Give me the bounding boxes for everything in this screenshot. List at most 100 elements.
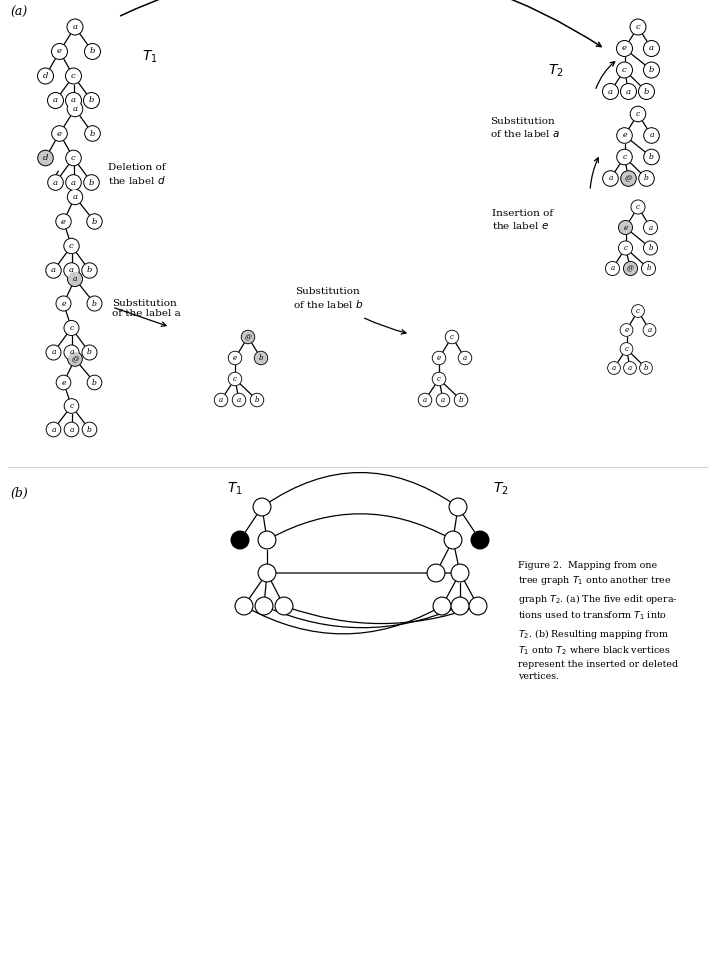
- Circle shape: [643, 324, 657, 337]
- Circle shape: [56, 296, 72, 311]
- Circle shape: [616, 40, 633, 57]
- Circle shape: [64, 346, 79, 359]
- Circle shape: [45, 263, 62, 279]
- Circle shape: [258, 565, 276, 581]
- Text: @: @: [624, 174, 632, 182]
- Text: b: b: [87, 349, 92, 357]
- Text: d: d: [43, 154, 48, 162]
- Circle shape: [624, 362, 636, 374]
- Text: b: b: [87, 266, 92, 274]
- Circle shape: [641, 261, 656, 276]
- Circle shape: [644, 128, 659, 142]
- Circle shape: [458, 351, 472, 365]
- Circle shape: [631, 19, 646, 35]
- Circle shape: [632, 201, 644, 213]
- Circle shape: [432, 373, 445, 386]
- Circle shape: [432, 351, 446, 365]
- Circle shape: [64, 345, 79, 360]
- Text: Substitution
of the label a: Substitution of the label a: [112, 299, 180, 319]
- Circle shape: [624, 262, 637, 275]
- Circle shape: [617, 149, 632, 165]
- Circle shape: [632, 305, 644, 317]
- Circle shape: [84, 125, 101, 141]
- Text: e: e: [622, 132, 626, 140]
- Circle shape: [236, 598, 252, 614]
- Text: a: a: [608, 87, 613, 96]
- Text: a: a: [69, 266, 74, 274]
- Circle shape: [445, 532, 461, 548]
- Circle shape: [228, 352, 241, 364]
- Text: a: a: [649, 224, 652, 232]
- Circle shape: [233, 393, 246, 406]
- Circle shape: [468, 597, 488, 615]
- Text: a: a: [611, 265, 614, 272]
- Circle shape: [47, 174, 64, 191]
- Circle shape: [46, 422, 62, 437]
- Circle shape: [47, 92, 64, 109]
- Text: b: b: [647, 265, 651, 272]
- Circle shape: [82, 346, 97, 359]
- Circle shape: [66, 93, 81, 108]
- Text: c: c: [624, 244, 627, 252]
- Circle shape: [87, 213, 102, 230]
- Circle shape: [82, 345, 97, 360]
- Circle shape: [251, 393, 263, 406]
- Text: Substitution
of the label $b$: Substitution of the label $b$: [293, 288, 363, 310]
- Circle shape: [51, 43, 68, 60]
- Circle shape: [232, 392, 246, 407]
- Text: b: b: [89, 178, 95, 186]
- Text: e: e: [57, 47, 62, 55]
- Circle shape: [617, 63, 632, 78]
- Circle shape: [434, 598, 450, 614]
- Text: c: c: [636, 23, 640, 31]
- Text: c: c: [233, 375, 237, 383]
- Circle shape: [66, 151, 81, 166]
- Text: b: b: [90, 130, 95, 138]
- Circle shape: [82, 422, 97, 437]
- Text: b: b: [644, 364, 648, 372]
- Circle shape: [57, 376, 70, 390]
- Circle shape: [638, 171, 655, 187]
- Text: a: a: [71, 97, 76, 105]
- Text: (a): (a): [10, 6, 27, 19]
- Circle shape: [619, 241, 632, 255]
- Circle shape: [65, 174, 82, 191]
- Circle shape: [253, 499, 271, 516]
- Text: Deletion of
the label $d$: Deletion of the label $d$: [108, 163, 166, 185]
- Text: a: a: [649, 45, 654, 52]
- Circle shape: [437, 393, 450, 406]
- Text: b: b: [89, 97, 95, 105]
- Text: c: c: [437, 375, 441, 383]
- Text: @: @: [244, 333, 251, 341]
- Circle shape: [274, 597, 294, 615]
- Text: Figure 2.  Mapping from one
tree graph $T_1$ onto another tree
graph $T_2$. (a) : Figure 2. Mapping from one tree graph $T…: [518, 561, 678, 681]
- Circle shape: [47, 264, 61, 278]
- Circle shape: [87, 214, 102, 229]
- Circle shape: [450, 564, 470, 582]
- Text: a: a: [237, 396, 241, 404]
- Circle shape: [228, 373, 241, 386]
- Text: (b): (b): [10, 487, 28, 500]
- Text: c: c: [71, 72, 76, 80]
- Circle shape: [644, 149, 659, 165]
- Circle shape: [623, 361, 637, 375]
- Circle shape: [47, 422, 60, 436]
- Text: b: b: [258, 354, 263, 362]
- Text: a: a: [219, 396, 223, 404]
- Text: $T_1$: $T_1$: [142, 48, 158, 65]
- Circle shape: [419, 393, 431, 406]
- Text: b: b: [644, 87, 649, 96]
- Circle shape: [459, 352, 471, 364]
- Text: a: a: [72, 105, 77, 113]
- Text: b: b: [92, 379, 97, 387]
- Text: c: c: [624, 345, 629, 353]
- Circle shape: [214, 392, 228, 407]
- Circle shape: [616, 127, 633, 143]
- Circle shape: [617, 41, 632, 56]
- Circle shape: [52, 125, 68, 141]
- Circle shape: [67, 18, 84, 36]
- Circle shape: [432, 372, 446, 387]
- Circle shape: [235, 597, 253, 615]
- Text: Substitution
of the label $a$: Substitution of the label $a$: [490, 117, 560, 139]
- Circle shape: [83, 174, 100, 191]
